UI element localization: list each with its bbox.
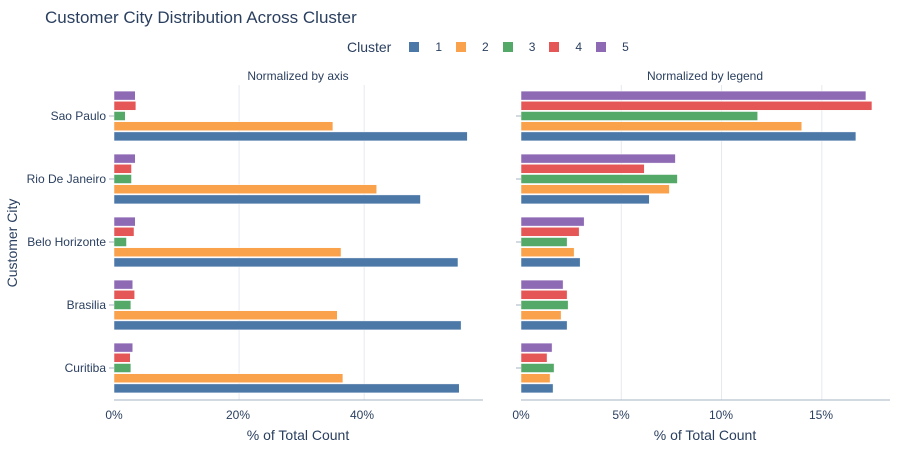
x-tick-label: 5% (612, 408, 630, 422)
bar-curitiba-cluster-1 (113, 383, 460, 394)
bar-belo-horizonte-cluster-5 (520, 216, 585, 227)
bar-rio-de-janeiro-cluster-5 (113, 153, 136, 164)
bar-belo-horizonte-cluster-2 (520, 247, 575, 257)
bar-rio-de-janeiro-cluster-2 (520, 184, 670, 194)
bar-brasilia-cluster-4 (520, 290, 568, 300)
legend-item-2[interactable]: 2 (456, 40, 489, 54)
category-label-curitiba: Curitiba (64, 361, 106, 375)
bar-belo-horizonte-cluster-1 (113, 257, 459, 268)
legend-item-3[interactable]: 3 (502, 40, 536, 54)
bar-curitiba-cluster-4 (113, 353, 131, 363)
bar-belo-horizonte-cluster-3 (520, 237, 568, 247)
x-tick-label: 0% (512, 408, 530, 422)
bar-brasilia-cluster-3 (113, 300, 132, 310)
bar-curitiba-cluster-5 (520, 342, 553, 353)
category-label-rio-de-janeiro: Rio De Janeiro (26, 172, 106, 186)
legend-label: 5 (622, 40, 629, 54)
category-label-sao-paulo: Sao Paulo (50, 109, 106, 123)
bar-rio-de-janeiro-cluster-1 (113, 194, 421, 205)
chart-title: Customer City Distribution Across Cluste… (45, 8, 357, 27)
panel-left-subtitle: Normalized by axis (247, 69, 349, 83)
bar-curitiba-cluster-2 (113, 373, 344, 383)
bar-sao-paulo-cluster-4 (520, 101, 873, 111)
bar-brasilia-cluster-5 (520, 279, 564, 290)
bar-rio-de-janeiro-cluster-4 (520, 164, 645, 174)
x-tick-label: 40% (349, 408, 375, 422)
bar-rio-de-janeiro-cluster-5 (520, 153, 676, 164)
bar-brasilia-cluster-4 (113, 290, 135, 300)
bar-brasilia-cluster-2 (113, 310, 338, 320)
x-axis-title-right: % of Total Count (653, 427, 757, 443)
bar-sao-paulo-cluster-1 (113, 131, 468, 142)
bar-sao-paulo-cluster-2 (113, 121, 334, 131)
bar-rio-de-janeiro-cluster-4 (113, 164, 132, 174)
bar-sao-paulo-cluster-5 (520, 90, 867, 101)
legend-item-1[interactable]: 1 (409, 40, 442, 54)
bar-rio-de-janeiro-cluster-1 (520, 194, 650, 205)
x-axis-title-left: % of Total Count (246, 427, 350, 443)
bar-curitiba-cluster-3 (113, 363, 132, 373)
bar-sao-paulo-cluster-3 (520, 111, 758, 121)
bar-sao-paulo-cluster-5 (113, 90, 136, 101)
x-tick-label: 0% (105, 408, 123, 422)
bar-curitiba-cluster-2 (520, 373, 551, 383)
bar-brasilia-cluster-5 (113, 279, 134, 290)
bar-belo-horizonte-cluster-2 (113, 247, 342, 257)
bar-belo-horizonte-cluster-4 (113, 227, 135, 237)
bar-brasilia-cluster-3 (520, 300, 569, 310)
bar-brasilia-cluster-2 (520, 310, 562, 320)
bar-belo-horizonte-cluster-3 (113, 237, 127, 247)
bar-belo-horizonte-cluster-1 (520, 257, 581, 268)
bar-belo-horizonte-cluster-4 (520, 227, 580, 237)
bar-curitiba-cluster-5 (113, 342, 134, 353)
legend-label: 4 (575, 40, 583, 54)
bar-rio-de-janeiro-cluster-3 (520, 174, 678, 184)
x-tick-label: 20% (225, 408, 251, 422)
bar-belo-horizonte-cluster-5 (113, 216, 136, 227)
category-label-belo-horizonte: Belo Horizonte (27, 235, 106, 249)
bar-sao-paulo-cluster-2 (520, 121, 803, 131)
legend-swatch (502, 42, 513, 52)
legend-label: 3 (528, 40, 536, 54)
panel-right-subtitle: Normalized by legend (646, 69, 764, 83)
category-label-brasilia: Brasilia (66, 298, 106, 312)
bar-brasilia-cluster-1 (520, 320, 568, 331)
legend-label: 2 (482, 40, 489, 54)
legend: Cluster 1 2 3 4 5 (347, 38, 643, 56)
x-tick-label: 15% (808, 408, 834, 422)
legend-item-5[interactable]: 5 (596, 40, 629, 54)
legend-swatch (596, 42, 607, 52)
legend-swatch (409, 42, 420, 52)
x-tick-label: 10% (708, 408, 734, 422)
bar-brasilia-cluster-1 (113, 320, 462, 331)
legend-item-4[interactable]: 4 (549, 40, 582, 54)
y-axis-title: Customer City (4, 198, 20, 288)
bar-curitiba-cluster-4 (520, 353, 548, 363)
bar-sao-paulo-cluster-4 (113, 101, 137, 111)
bar-rio-de-janeiro-cluster-2 (113, 184, 377, 194)
bar-sao-paulo-cluster-3 (113, 111, 126, 121)
legend-title: Cluster (347, 39, 392, 55)
bar-curitiba-cluster-1 (520, 383, 554, 394)
legend-swatch (456, 42, 467, 52)
bar-rio-de-janeiro-cluster-3 (113, 174, 132, 184)
bar-sao-paulo-cluster-1 (520, 131, 857, 142)
legend-label: 1 (435, 40, 443, 54)
bar-curitiba-cluster-3 (520, 363, 555, 373)
legend-swatch (549, 42, 560, 52)
